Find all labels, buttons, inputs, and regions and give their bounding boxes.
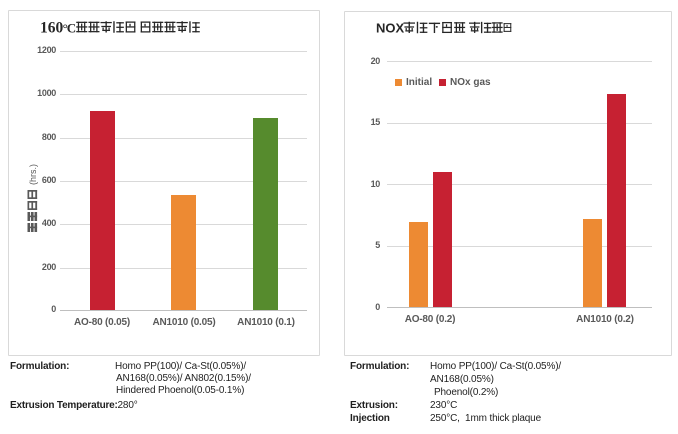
svg-text:(hrs.): (hrs.) [28, 164, 38, 185]
svg-text:°C: °C [63, 20, 76, 35]
svg-text:160: 160 [40, 19, 64, 35]
svg-text:NOX: NOX [376, 21, 405, 35]
